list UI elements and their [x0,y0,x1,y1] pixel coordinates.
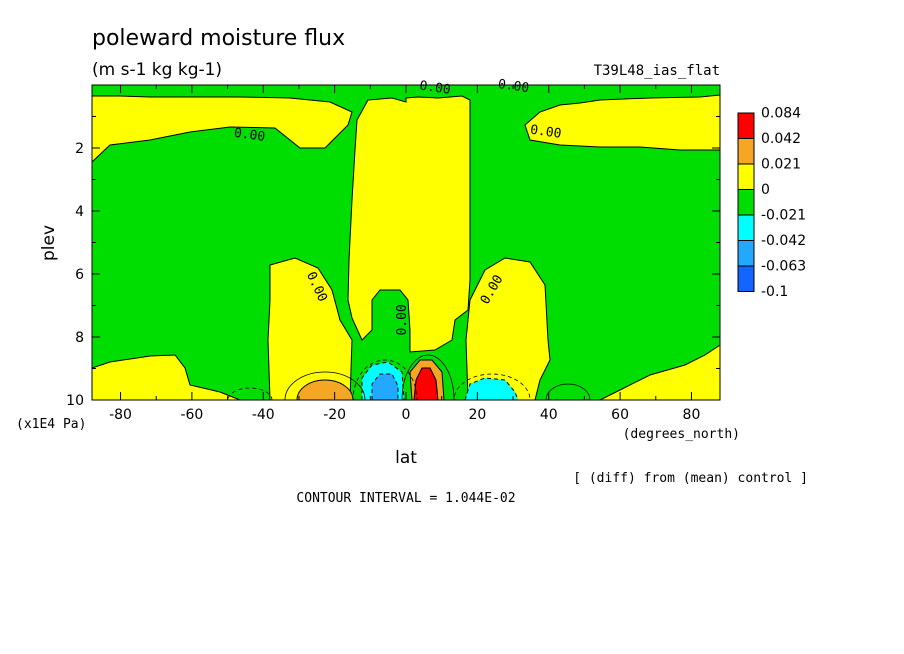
region-orange-south [296,379,354,400]
region-blue-south [371,373,399,400]
colorbar: 0.084 0.042 0.021 0 -0.021 -0.042 -0.063 -0.1 [737,106,806,300]
colorbar-label: -0.042 [761,233,806,249]
colorbar-swatch [737,112,755,139]
colorbar-swatch [737,163,755,190]
contour-label: 0.00 [233,126,266,145]
y-tick-label: 6 [75,267,84,283]
colorbar-label: -0.063 [761,259,806,275]
region-yellow-bottom-right [599,344,720,400]
region-yellow-bottom-left [92,354,241,400]
x-tick-label: 40 [540,407,558,423]
y-tick-label: 8 [75,330,84,346]
x-tick-label: -80 [109,407,132,423]
colorbar-label: -0.1 [761,284,788,300]
contour-interval: CONTOUR INTERVAL = 1.044E-02 [296,491,515,506]
y-axis-units: (x1E4 Pa) [16,417,86,432]
x-tick-label: 20 [468,407,486,423]
contour-label: 0.00 [529,123,562,142]
chart-title: poleward moisture flux [92,26,345,51]
chart-units: (m s-1 kg kg-1) [92,60,222,80]
y-tick-label: 4 [75,204,84,220]
colorbar-label: 0 [761,182,770,198]
y-axis-ticks: 2 4 6 8 10 [66,116,720,409]
x-axis-ticks: -80 -60 -40 -20 0 20 40 60 80 [109,85,700,423]
contour-ring-c [401,354,455,400]
region-cyan-north [464,377,519,400]
contour-label: 0.00 [418,79,451,98]
contour-label: 0.00 [395,304,410,335]
contour-ring-e [545,383,591,400]
x-tick-label: 0 [402,407,411,423]
x-axis-label: lat [395,448,417,468]
y-tick-label: 10 [66,393,84,409]
x-tick-label: -40 [252,407,275,423]
colorbar-label: -0.021 [761,208,806,224]
contour-ring-a [284,371,366,400]
contour-ring-b [352,359,418,400]
colorbar-label: 0.021 [761,157,801,173]
comparison-note: [ (diff) from (mean) control ] [573,471,808,486]
x-tick-label: -20 [323,407,346,423]
x-tick-label: 60 [611,407,629,423]
y-tick-label: 2 [75,141,84,157]
colorbar-swatch [737,138,755,165]
contour-field [92,85,720,400]
y-axis-label: plev [39,225,59,261]
x-tick-label: 80 [683,407,701,423]
region-orange-north [409,359,445,400]
region-yellow-left [267,257,353,400]
colorbar-swatch [737,214,755,241]
x-axis-units: (degrees_north) [623,427,740,442]
colorbar-label: 0.084 [761,106,801,122]
x-tick-label: -60 [180,407,203,423]
colorbar-label: 0.042 [761,131,801,147]
colorbar-swatch [737,240,755,267]
colorbar-swatch [737,265,755,292]
colorbar-swatch [737,189,755,216]
model-label: T39L48_ias_flat [594,63,720,79]
region-yellow-center [347,95,471,353]
